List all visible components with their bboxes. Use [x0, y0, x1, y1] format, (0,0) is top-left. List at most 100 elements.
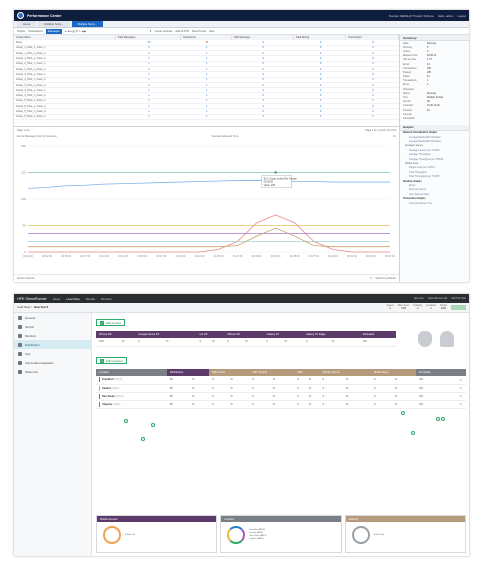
debug-cell[interactable]: 0	[293, 50, 346, 57]
messages-cell[interactable]: 1	[115, 92, 181, 99]
map-pin-icon[interactable]	[151, 422, 155, 427]
output-cell[interactable]: 0	[345, 103, 399, 110]
network-share-input[interactable]: 0	[294, 376, 306, 385]
graph-tree-item[interactable]: Network Virtualization Graphs	[403, 131, 438, 135]
output-cell[interactable]: 0	[345, 114, 399, 120]
series-line[interactable]	[28, 214, 390, 253]
data-point[interactable]	[274, 171, 277, 174]
map-pin-icon[interactable]	[436, 416, 440, 421]
messages-cell[interactable]: 1	[115, 55, 181, 62]
grid-column-header[interactable]: Total Output	[345, 35, 399, 40]
output-cell[interactable]: 0	[345, 55, 399, 62]
device-share-input[interactable]: 0	[302, 338, 329, 347]
graph-tree-item[interactable]: Average Bandwidth Utilization	[409, 135, 441, 139]
device-share-input[interactable]: 0	[224, 338, 243, 347]
graph-tree-item[interactable]: Total Throughput	[409, 170, 427, 174]
table-row[interactable]: None 10 10 0 0 0	[14, 40, 399, 46]
messages-cell[interactable]: 1	[115, 103, 181, 110]
debug-cell[interactable]: 0	[293, 45, 346, 52]
network-share-input[interactable]: 0	[370, 384, 392, 393]
sidebar-item[interactable]: Client-side breakdown	[14, 358, 91, 367]
series-line[interactable]	[28, 227, 390, 248]
messages-cell[interactable]: 1	[115, 71, 181, 78]
errors-cell[interactable]: 1	[180, 82, 232, 89]
messages-cell[interactable]: 10	[115, 40, 181, 46]
warnings-cell[interactable]: 0	[231, 87, 294, 94]
network-share-input[interactable]: 0	[294, 384, 306, 393]
sidebar-item[interactable]: Share link	[14, 367, 91, 376]
errors-cell[interactable]: 1	[180, 45, 232, 52]
distribution-input[interactable]: 50	[166, 400, 190, 409]
debug-cell[interactable]: 0	[293, 92, 346, 99]
messages-cell[interactable]: 1	[115, 45, 181, 52]
debug-cell[interactable]: 0	[293, 77, 346, 83]
debug-cell[interactable]: 0	[293, 98, 346, 105]
map-pin-icon[interactable]	[124, 418, 128, 423]
output-cell[interactable]: 0	[345, 71, 399, 78]
select-columns-link[interactable]: Select Columns	[17, 277, 35, 280]
debug-cell[interactable]: 0	[293, 40, 346, 46]
edit-devices-button[interactable]: + Edit devices	[96, 319, 126, 326]
output-cell[interactable]: 0	[345, 45, 399, 52]
graphs-header[interactable]: Graphs	[400, 124, 469, 131]
errors-cell[interactable]: 1	[180, 103, 232, 110]
output-cell[interactable]: 0	[345, 66, 399, 73]
messages-cell[interactable]: 1	[115, 82, 181, 89]
output-cell[interactable]: 0	[345, 82, 399, 89]
filter-icon[interactable]: ▼	[149, 29, 152, 33]
output-cell[interactable]: 0	[345, 92, 399, 99]
tab-multiple-scripts-2[interactable]: Multiple Scrip...	[71, 21, 103, 27]
graph-tree-item[interactable]: Runtime Graphs	[403, 179, 422, 183]
output-cell[interactable]: 0	[345, 77, 399, 83]
network-share-input[interactable]: 0	[319, 384, 343, 393]
show-border-checkbox[interactable]: ☐	[370, 277, 373, 280]
network-share-input[interactable]: 0	[294, 392, 306, 401]
warnings-cell[interactable]: 0	[231, 77, 294, 83]
output-cell[interactable]: 0	[345, 98, 399, 105]
distribution-input[interactable]: 50	[166, 384, 190, 393]
graph-tree-item[interactable]: Average Throughput	[409, 153, 431, 157]
network-share-input[interactable]: 0	[370, 376, 392, 385]
grid-column-header[interactable]: Total Errors	[180, 35, 232, 40]
graph-tree-item[interactable]: User Defined Data...	[409, 192, 431, 196]
table-row[interactable]: Group_3_Host_1_Vuser_2 1 1 0 0 0	[14, 77, 399, 83]
table-row[interactable]: Group_5_Host_1_Vuser_4 1 1 0 0 0	[14, 114, 399, 120]
sidebar-item[interactable]: Scripts	[14, 322, 91, 331]
tab-home[interactable]: Home	[17, 21, 37, 27]
graph-tree-item[interactable]: Errors	[409, 183, 416, 187]
messages-cell[interactable]: 1	[115, 77, 181, 83]
output-cell[interactable]: 0	[345, 61, 399, 68]
errors-cell[interactable]: 1	[180, 77, 232, 83]
device-share-input[interactable]: 0	[196, 338, 210, 347]
nav-results[interactable]: Results	[85, 296, 96, 301]
distribution-input[interactable]: 50	[166, 376, 190, 385]
debug-cell[interactable]: 0	[293, 66, 346, 73]
table-row[interactable]: Group_1_Host_1_Vuser_3 1 1 0 0 0	[14, 55, 399, 62]
network-share-input[interactable]: 0	[249, 384, 270, 393]
map-pin-icon[interactable]	[401, 410, 405, 415]
remove-location-icon[interactable]: ✕	[452, 384, 466, 393]
errors-cell[interactable]: 1	[180, 55, 232, 62]
map-pin-icon[interactable]	[441, 416, 445, 421]
network-share-input[interactable]: 0	[209, 376, 228, 385]
messages-cell[interactable]: 1	[115, 50, 181, 57]
output-cell[interactable]: 0	[345, 87, 399, 94]
edit-locations-button[interactable]: + Edit locations	[96, 357, 127, 364]
warnings-cell[interactable]: 0	[231, 61, 294, 68]
debug-cell[interactable]: 0	[293, 108, 346, 115]
map-pin-icon[interactable]	[411, 430, 415, 435]
toolbar-icons[interactable]: ▲ ■ ● ▤ ⚙ ✎ ◀ ▶	[64, 29, 87, 33]
output-cell[interactable]: 0	[345, 108, 399, 115]
group-controls-button[interactable]: Group Controls	[154, 29, 173, 33]
graph-tree-item[interactable]: Average Latency	[405, 144, 423, 148]
grid-column-header[interactable]: Total Messages	[115, 35, 182, 40]
run-test-button[interactable]	[451, 305, 466, 310]
remove-location-icon[interactable]: ✕	[452, 400, 466, 409]
transactions-button[interactable]: Transactions	[27, 29, 43, 33]
tab-multiple-scripts-1[interactable]: Multiple Scrip...	[38, 21, 70, 27]
distribution-input[interactable]: 50	[166, 392, 190, 401]
pc-domain-project[interactable]: Domain: DEFAULT Project: Petzone	[389, 13, 434, 18]
table-row[interactable]: Group_1_Host_1_Vuser_1 1 1 0 0 0	[14, 45, 399, 52]
table-row[interactable]: Group_4_Host_1_Vuser_1 1 1 0 0 0	[14, 87, 399, 94]
network-share-input[interactable]: 0	[209, 384, 228, 393]
